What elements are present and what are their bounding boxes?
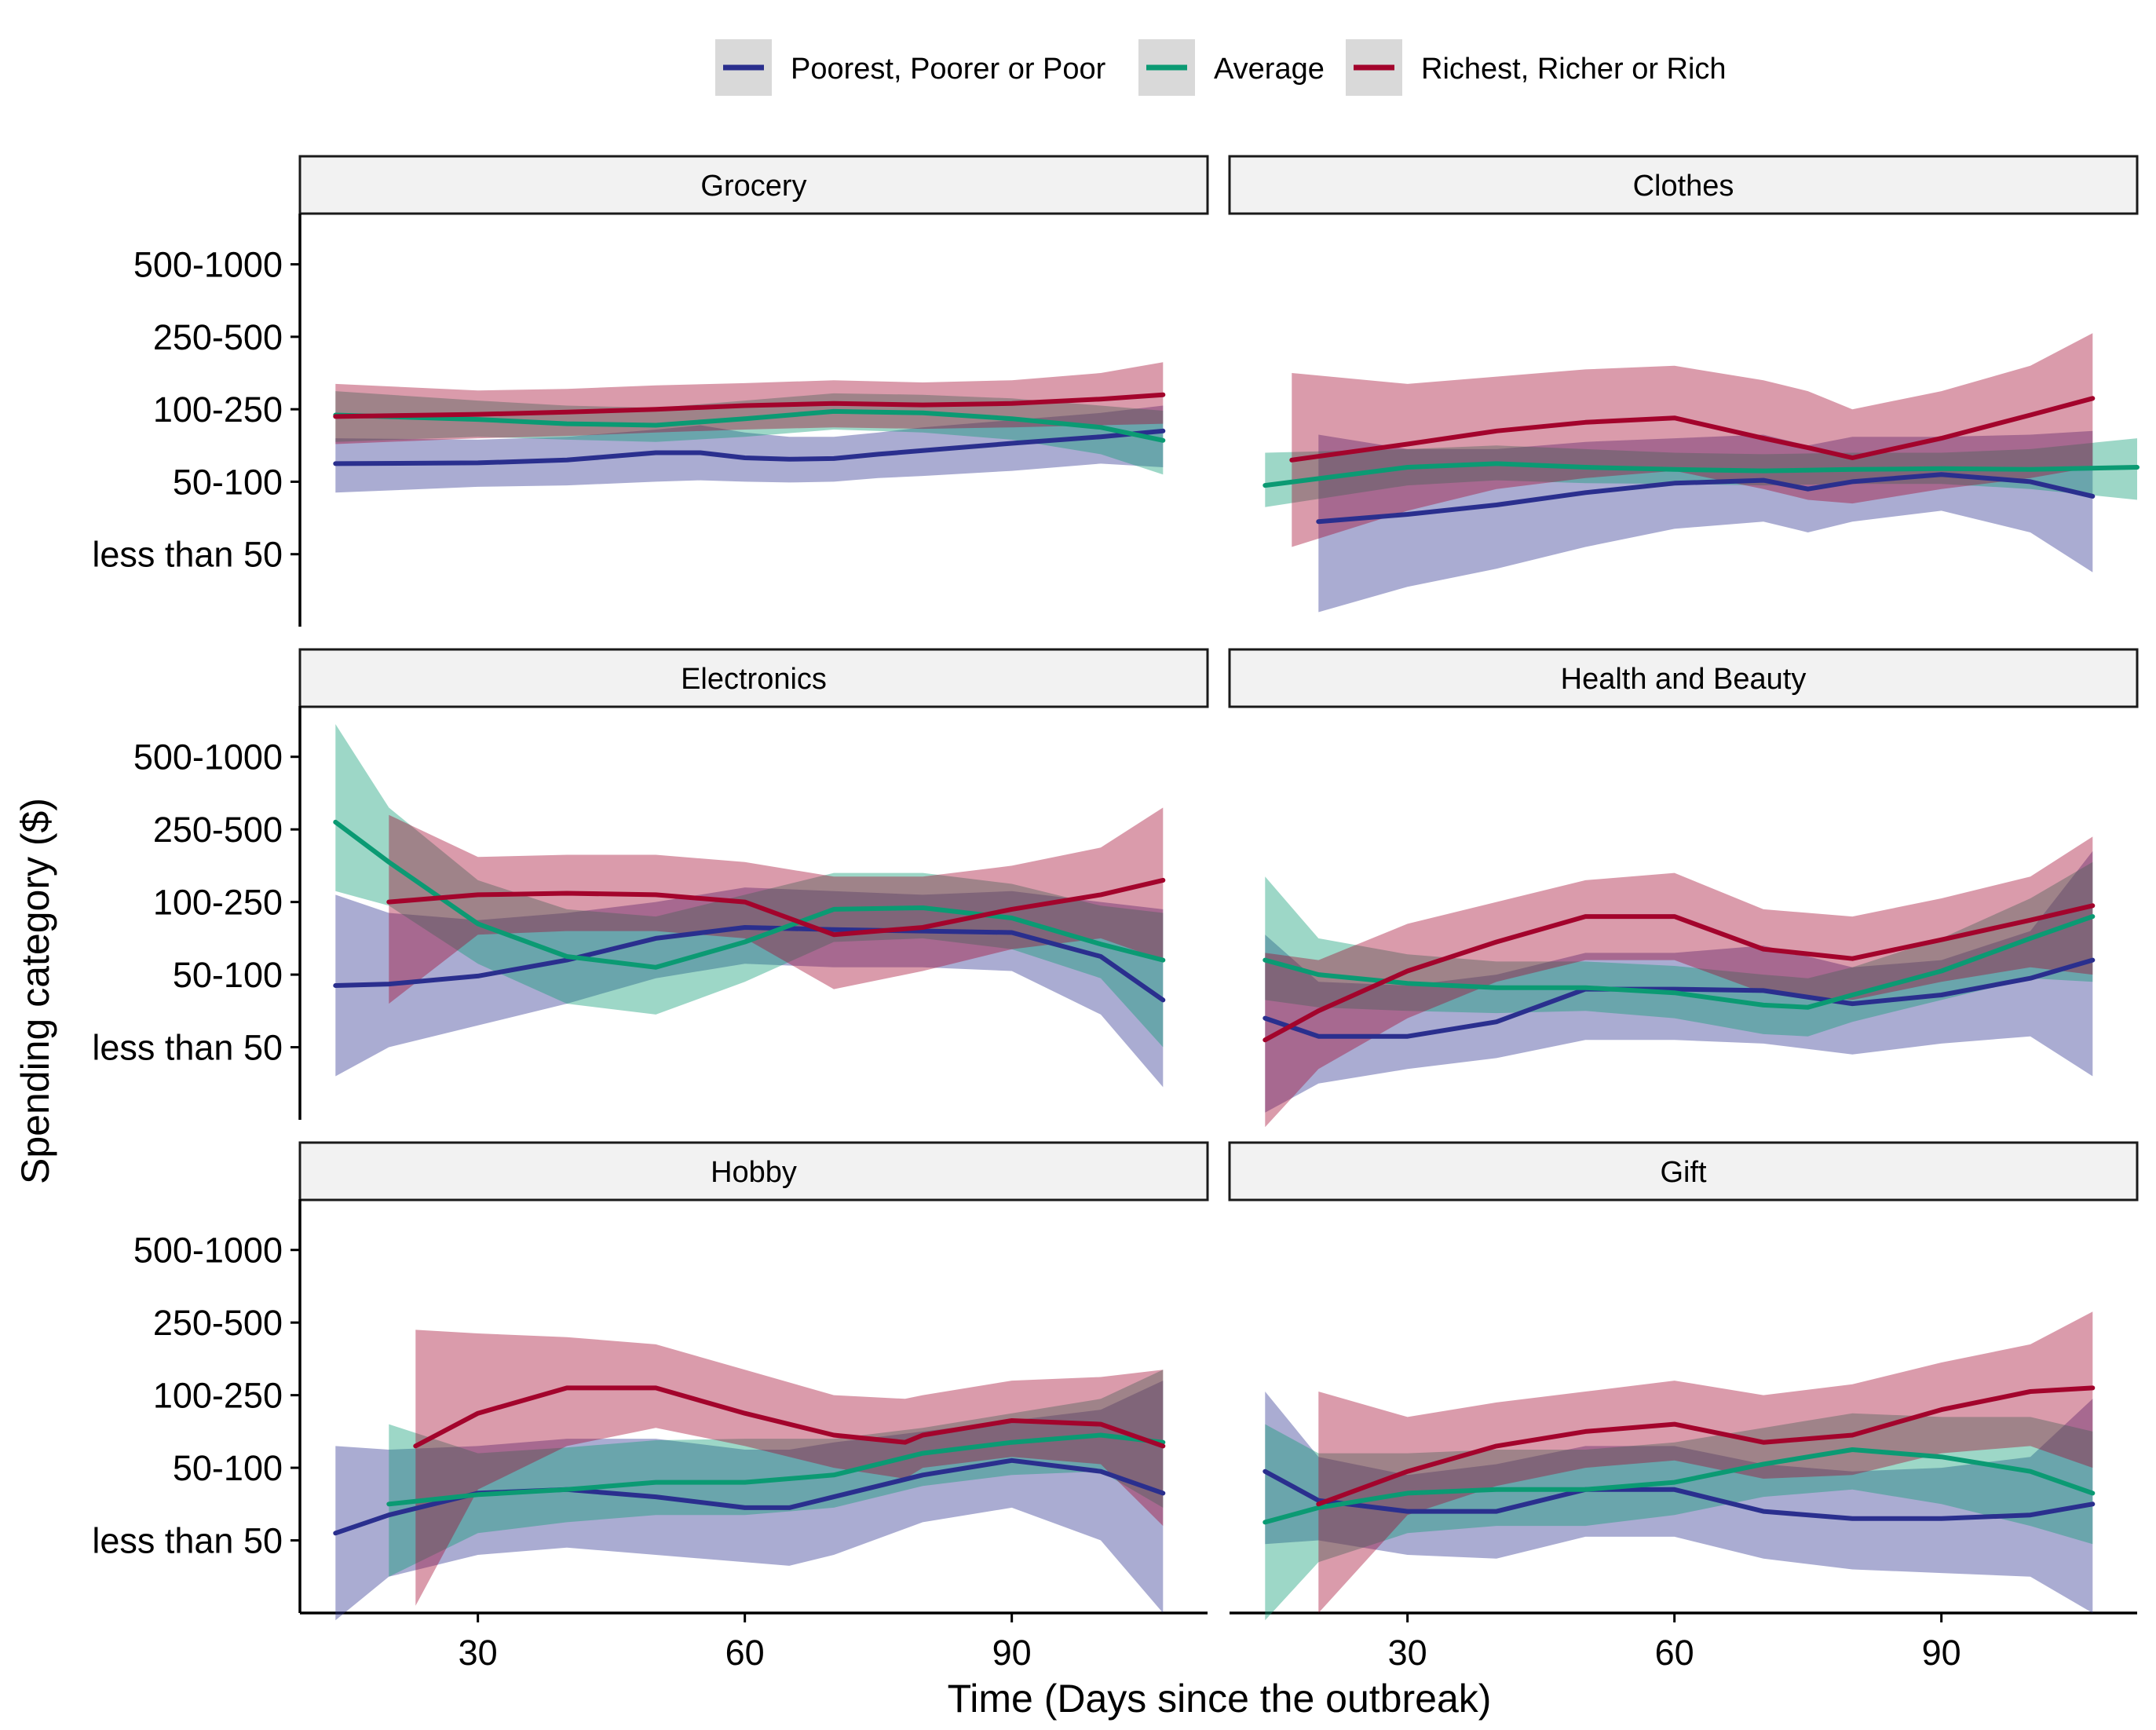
panel-gift: Gift 30 60 90 xyxy=(1228,1141,2139,1673)
y-axis-title: Spending category ($) xyxy=(13,798,57,1184)
legend-item-poorest-poorer-or-poor: Poorest, Poorer or Poor xyxy=(715,39,1106,96)
ribbon-average xyxy=(389,1370,1164,1577)
y-tick-label: 100-250 xyxy=(153,390,283,430)
ribbon-poorest-poorer-or-poor xyxy=(1265,1392,2093,1613)
line-poorest-poorer-or-poor xyxy=(333,925,1166,1003)
y-tick-label: 50-100 xyxy=(173,955,283,995)
line-average xyxy=(386,1432,1166,1507)
ribbon-average xyxy=(1265,1413,2093,1621)
x-tick-label: 90 xyxy=(992,1633,1032,1673)
legend-item-average: Average xyxy=(1138,39,1325,96)
y-tick-label: 250-500 xyxy=(153,1303,283,1343)
panel-strip xyxy=(298,648,1209,708)
ribbon-richest-richer-or-rich xyxy=(415,1330,1164,1606)
line-richest-richer-or-rich xyxy=(1289,396,2096,463)
line-average xyxy=(1263,914,2096,1010)
legend-label: Average xyxy=(1214,53,1325,86)
y-tick-label: less than 50 xyxy=(92,1521,283,1561)
line-poorest-poorer-or-poor xyxy=(1316,472,2096,525)
panel-clothes: Clothes xyxy=(1228,155,2140,613)
x-tick-label: 30 xyxy=(1388,1633,1427,1673)
line-poorest-poorer-or-poor xyxy=(333,428,1166,466)
y-tick-label: 250-500 xyxy=(153,317,283,357)
panel-title: Electronics xyxy=(681,663,827,696)
legend-label: Poorest, Poorer or Poor xyxy=(791,53,1106,86)
ribbon-poorest-poorer-or-poor xyxy=(335,405,1164,493)
line-richest-richer-or-rich xyxy=(386,877,1166,938)
legend: Poorest, Poorer or Poor Average Richest, R… xyxy=(715,39,1727,96)
ribbon-richest-richer-or-rich xyxy=(1318,1311,2093,1613)
ribbon-poorest-poorer-or-poor xyxy=(1265,850,2093,1113)
line-poorest-poorer-or-poor xyxy=(1263,1468,2096,1521)
x-tick-label: 90 xyxy=(1922,1633,1961,1673)
ribbon-average xyxy=(1265,438,2137,507)
panel-strip xyxy=(298,1141,1209,1201)
panel-strip xyxy=(298,155,1209,215)
y-tick-label: less than 50 xyxy=(92,1028,283,1068)
ribbon-poorest-poorer-or-poor xyxy=(335,1381,1164,1621)
panels: Grocery less than 50 50-100 100-250 250-500 5… xyxy=(92,155,2140,1673)
x-tick-label: 60 xyxy=(725,1633,765,1673)
line-average xyxy=(333,408,1166,443)
panel-title: Grocery xyxy=(700,170,806,203)
ribbon-poorest-poorer-or-poor xyxy=(335,887,1164,1088)
y-tick-label: 250-500 xyxy=(153,810,283,850)
panel-grocery: Grocery less than 50 50-100 100-250 250-500 5… xyxy=(92,155,1209,627)
y-tick-label: 500-1000 xyxy=(133,737,283,777)
y-tick-label: 50-100 xyxy=(173,1448,283,1488)
panel-strip xyxy=(1228,648,2139,708)
panel-title: Hobby xyxy=(711,1156,797,1189)
line-average xyxy=(333,819,1166,970)
line-poorest-poorer-or-poor xyxy=(1263,957,2096,1039)
line-richest-richer-or-rich xyxy=(413,1385,1166,1449)
ribbon-richest-richer-or-rich xyxy=(1292,333,2093,547)
line-richest-richer-or-rich xyxy=(1263,903,2096,1043)
line-richest-richer-or-rich xyxy=(333,392,1166,419)
x-tick-label: 30 xyxy=(459,1633,498,1673)
y-tick-label: less than 50 xyxy=(92,535,283,575)
panel-hobby: Hobby less than 50 50-100 100-250 250-500 500… xyxy=(92,1141,1209,1673)
line-average xyxy=(1263,1447,2096,1525)
panel-title: Clothes xyxy=(1633,170,1734,203)
line-average xyxy=(1263,461,2140,488)
ribbon-average xyxy=(1265,861,2093,1037)
ribbon-richest-richer-or-rich xyxy=(389,807,1164,1004)
y-tick-label: 500-1000 xyxy=(133,245,283,285)
y-tick-label: 50-100 xyxy=(173,462,283,502)
panel-strip xyxy=(1228,155,2139,215)
panel-strip xyxy=(1228,1141,2139,1201)
legend-label: Richest, Richer or Rich xyxy=(1421,53,1727,86)
panel-electronics: Electronics less than 50 50-100 100-250 250-… xyxy=(92,648,1209,1120)
x-axis-title: Time (Days since the outbreak) xyxy=(948,1677,1492,1721)
legend-item-richest-richer-or-rich: Richest, Richer or Rich xyxy=(1346,39,1727,96)
y-tick-label: 100-250 xyxy=(153,1376,283,1416)
panel-title: Health and Beauty xyxy=(1561,663,1807,696)
panel-health-and-beauty: Health and Beauty xyxy=(1228,648,2139,1128)
y-tick-label: 500-1000 xyxy=(133,1231,283,1271)
y-tick-label: 100-250 xyxy=(153,883,283,923)
panel-title: Gift xyxy=(1660,1156,1707,1189)
ribbon-richest-richer-or-rich xyxy=(1265,836,2093,1128)
x-tick-label: 60 xyxy=(1655,1633,1694,1673)
line-richest-richer-or-rich xyxy=(1316,1385,2096,1507)
